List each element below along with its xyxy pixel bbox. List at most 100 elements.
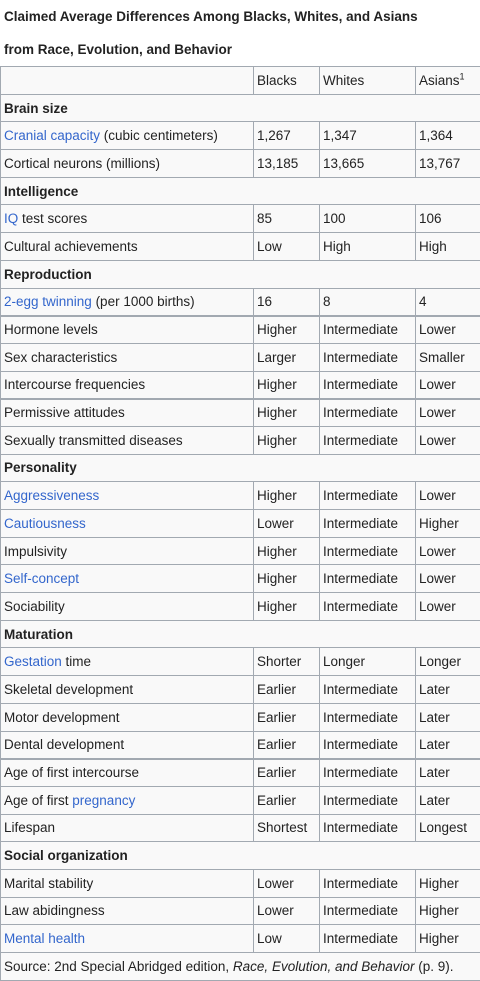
header-blacks: Blacks (254, 67, 320, 95)
table-row: Permissive attitudes Higher Intermediate… (1, 399, 480, 427)
caption-line-2: from Race, Evolution, and Behavior (4, 42, 232, 57)
table-row: Dental development Earlier Intermediate … (1, 731, 480, 759)
link-aggressiveness[interactable]: Aggressiveness (4, 488, 99, 503)
cell-asians: Longest (416, 814, 480, 842)
cell-asians: Lower (416, 537, 480, 565)
cell-blacks: Shorter (254, 648, 320, 676)
table-row: Motor development Earlier Intermediate L… (1, 703, 480, 731)
cell-asians: Later (416, 731, 480, 759)
section-personality: Personality (1, 454, 480, 482)
source-title: Race, Evolution, and Behavior (233, 959, 415, 974)
cell-whites: Intermediate (320, 759, 416, 787)
cell-whites: 1,347 (320, 122, 416, 150)
cell-whites: 13,665 (320, 150, 416, 178)
source-prefix: Source: 2nd Special Abridged edition, (4, 959, 233, 974)
row-label: Sociability (1, 593, 254, 621)
row-label: Age of first pregnancy (1, 786, 254, 814)
cell-blacks: Shortest (254, 814, 320, 842)
row-label: Cautiousness (1, 510, 254, 538)
row-label: Cortical neurons (millions) (1, 150, 254, 178)
link-cranial-capacity[interactable]: Cranial capacity (4, 128, 100, 143)
row-label: Cranial capacity (cubic centimeters) (1, 122, 254, 150)
table-row: 2-egg twinning (per 1000 births) 16 8 4 (1, 288, 480, 316)
table-row: Sex characteristics Larger Intermediate … (1, 343, 480, 371)
cell-whites: Intermediate (320, 897, 416, 925)
section-row: Brain size (1, 94, 480, 122)
row-label: Hormone levels (1, 316, 254, 344)
cell-whites: Intermediate (320, 703, 416, 731)
cell-whites: Intermediate (320, 676, 416, 704)
table-row: Age of first intercourse Earlier Interme… (1, 759, 480, 787)
cell-blacks: Higher (254, 316, 320, 344)
section-maturation: Maturation (1, 620, 480, 648)
cell-blacks: Earlier (254, 731, 320, 759)
row-label: Sex characteristics (1, 343, 254, 371)
cell-whites: 100 (320, 205, 416, 233)
cell-blacks: Higher (254, 399, 320, 427)
section-brain-size: Brain size (1, 94, 480, 122)
label-suffix: test scores (18, 211, 87, 226)
table-row: Impulsivity Higher Intermediate Lower (1, 537, 480, 565)
cell-asians: Lower (416, 399, 480, 427)
caption-line-1: Claimed Average Differences Among Blacks… (4, 9, 418, 24)
source-row: Source: 2nd Special Abridged edition, Ra… (1, 953, 480, 981)
cell-asians: Higher (416, 897, 480, 925)
row-label: Permissive attitudes (1, 399, 254, 427)
cell-blacks: 85 (254, 205, 320, 233)
table-row: Self-concept Higher Intermediate Lower (1, 565, 480, 593)
row-label: Lifespan (1, 814, 254, 842)
cell-whites: Intermediate (320, 786, 416, 814)
row-label: Marital stability (1, 869, 254, 897)
cell-asians: 4 (416, 288, 480, 316)
cell-blacks: Lower (254, 869, 320, 897)
link-mental-health[interactable]: Mental health (4, 931, 85, 946)
cell-asians: Lower (416, 565, 480, 593)
link-iq[interactable]: IQ (4, 211, 18, 226)
section-social-organization: Social organization (1, 842, 480, 870)
cell-blacks: Low (254, 233, 320, 261)
table-row: IQ test scores 85 100 106 (1, 205, 480, 233)
link-gestation[interactable]: Gestation (4, 654, 62, 669)
cell-whites: Longer (320, 648, 416, 676)
cell-blacks: 16 (254, 288, 320, 316)
row-label: Intercourse frequencies (1, 371, 254, 399)
cell-asians: High (416, 233, 480, 261)
label-suffix: (cubic centimeters) (100, 128, 218, 143)
table-row: Cautiousness Lower Intermediate Higher (1, 510, 480, 538)
table-row: Intercourse frequencies Higher Intermedi… (1, 371, 480, 399)
cell-blacks: Higher (254, 537, 320, 565)
cell-asians: 106 (416, 205, 480, 233)
table-row: Lifespan Shortest Intermediate Longest (1, 814, 480, 842)
link-pregnancy[interactable]: pregnancy (72, 793, 135, 808)
cell-whites: Intermediate (320, 565, 416, 593)
cell-blacks: Higher (254, 565, 320, 593)
section-row: Social organization (1, 842, 480, 870)
header-empty (1, 67, 254, 95)
cell-asians: Lower (416, 593, 480, 621)
cell-asians: Later (416, 786, 480, 814)
row-label: Law abidingness (1, 897, 254, 925)
row-label: Sexually transmitted diseases (1, 426, 254, 454)
cell-blacks: 13,185 (254, 150, 320, 178)
cell-asians: Higher (416, 869, 480, 897)
cell-whites: Intermediate (320, 537, 416, 565)
cell-blacks: Lower (254, 897, 320, 925)
link-twinning[interactable]: 2-egg twinning (4, 294, 92, 309)
source-note: Source: 2nd Special Abridged edition, Ra… (1, 953, 480, 981)
cell-asians: Higher (416, 925, 480, 953)
cell-whites: Intermediate (320, 731, 416, 759)
table-row: Hormone levels Higher Intermediate Lower (1, 316, 480, 344)
cell-asians: Lower (416, 316, 480, 344)
footnote-marker[interactable]: 1 (460, 71, 465, 81)
header-whites: Whites (320, 67, 416, 95)
link-cautiousness[interactable]: Cautiousness (4, 516, 86, 531)
cell-blacks: Earlier (254, 703, 320, 731)
table-row: Cortical neurons (millions) 13,185 13,66… (1, 150, 480, 178)
link-self-concept[interactable]: Self-concept (4, 571, 79, 586)
cell-whites: Intermediate (320, 925, 416, 953)
table-row: Age of first pregnancy Earlier Intermedi… (1, 786, 480, 814)
cell-blacks: Earlier (254, 786, 320, 814)
cell-blacks: Lower (254, 510, 320, 538)
cell-blacks: Low (254, 925, 320, 953)
row-label: Motor development (1, 703, 254, 731)
